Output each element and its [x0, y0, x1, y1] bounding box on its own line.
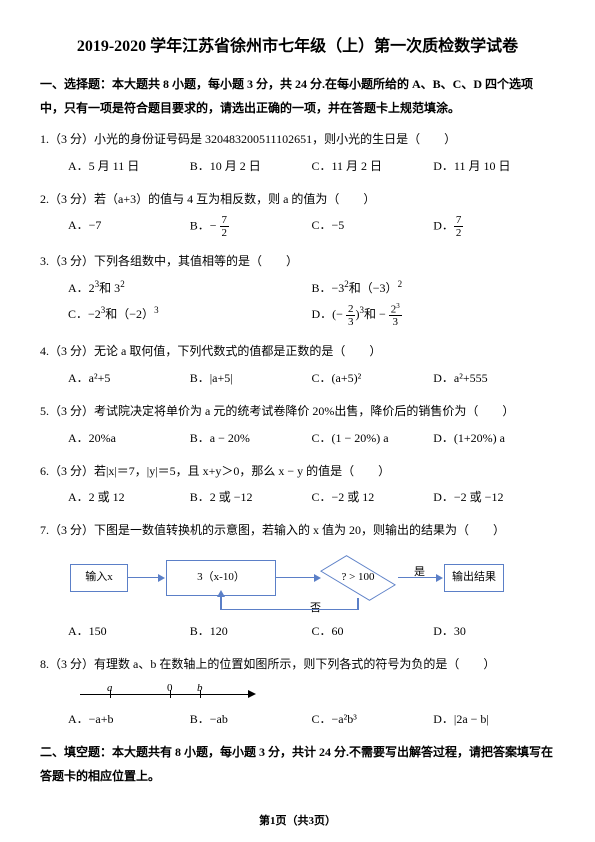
- q1-stem: 1.（3 分）小光的身份证号码是 320483200511102651，则小光的…: [40, 128, 555, 151]
- q2-opt-a: A．−7: [68, 214, 190, 239]
- question-5: 5.（3 分）考试院决定将单价为 a 元的统考试卷降价 20%出售，降价后的销售…: [40, 400, 555, 450]
- q8-stem: 8.（3 分）有理数 a、b 在数轴上的位置如图所示，则下列各式的符号为负的是（…: [40, 653, 555, 676]
- q5-opt-a: A．20%a: [68, 427, 190, 450]
- q7-opt-c: C．60: [312, 620, 434, 643]
- q5-opt-b: B．a − 20%: [190, 427, 312, 450]
- q3-stem: 3.（3 分）下列各组数中，其值相等的是（ ）: [40, 250, 555, 273]
- question-2: 2.（3 分）若（a+3）的值与 4 互为相反数，则 a 的值为（ ） A．−7…: [40, 188, 555, 240]
- q4-opt-a: A．a²+5: [68, 367, 190, 390]
- q6-opt-c: C．−2 或 12: [312, 486, 434, 509]
- q5-opt-c: C．(1 − 20%) a: [312, 427, 434, 450]
- section-1-heading: 一、选择题：本大题共 8 小题，每小题 3 分，共 24 分.在每小题所给的 A…: [40, 72, 555, 120]
- question-6: 6.（3 分）若|x|＝7，|y|＝5，且 x+y＞0，那么 x − y 的值是…: [40, 460, 555, 510]
- q2-stem: 2.（3 分）若（a+3）的值与 4 互为相反数，则 a 的值为（ ）: [40, 188, 555, 211]
- q4-stem: 4.（3 分）无论 a 取何值，下列代数式的值都是正数的是（ ）: [40, 340, 555, 363]
- q3-opt-a: A．23和 32: [68, 276, 312, 300]
- q1-opt-d: D．11 月 10 日: [433, 155, 555, 178]
- q7-stem: 7.（3 分）下图是一数值转换机的示意图，若输入的 x 值为 20，则输出的结果…: [40, 519, 555, 542]
- q3-opt-d: D．(− 23)3和 − 233: [312, 302, 556, 328]
- number-line: a 0 b: [80, 680, 260, 706]
- page-footer: 第1页（共3页）: [0, 812, 595, 828]
- q5-opt-d: D．(1+20%) a: [433, 427, 555, 450]
- q4-opt-d: D．a²+555: [433, 367, 555, 390]
- q8-opt-c: C．−a²b³: [312, 708, 434, 731]
- q7-opt-b: B．120: [190, 620, 312, 643]
- q4-opt-b: B．|a+5|: [190, 367, 312, 390]
- q6-stem: 6.（3 分）若|x|＝7，|y|＝5，且 x+y＞0，那么 x − y 的值是…: [40, 460, 555, 483]
- q5-stem: 5.（3 分）考试院决定将单价为 a 元的统考试卷降价 20%出售，降价后的销售…: [40, 400, 555, 423]
- q7-opt-a: A．150: [68, 620, 190, 643]
- q7-opt-d: D．30: [433, 620, 555, 643]
- question-7: 7.（3 分）下图是一数值转换机的示意图，若输入的 x 值为 20，则输出的结果…: [40, 519, 555, 643]
- q6-opt-a: A．2 或 12: [68, 486, 190, 509]
- q6-opt-d: D．−2 或 −12: [433, 486, 555, 509]
- flow-input-box: 输入x: [70, 564, 128, 592]
- q2-opt-d: D．72: [433, 214, 555, 239]
- page-title: 2019-2020 学年江苏省徐州市七年级（上）第一次质检数学试卷: [40, 32, 555, 56]
- q4-opt-c: C．(a+5)²: [312, 367, 434, 390]
- q8-opt-d: D．|2a − b|: [433, 708, 555, 731]
- q1-opt-c: C．11 月 2 日: [312, 155, 434, 178]
- q3-opt-b: B．−32和（−3）2: [312, 276, 556, 300]
- q2-opt-b: B．− 72: [190, 214, 312, 239]
- section-2-heading: 二、填空题：本大题共有 8 小题，每小题 3 分，共计 24 分.不需要写出解答…: [40, 740, 555, 788]
- q8-opt-a: A．−a+b: [68, 708, 190, 731]
- q1-opt-a: A．5 月 11 日: [68, 155, 190, 178]
- flowchart-diagram: 输入x 3（x-10） ? > 100 是 输出结果 否: [70, 548, 510, 614]
- flow-yes-label: 是: [414, 562, 425, 583]
- question-1: 1.（3 分）小光的身份证号码是 320483200511102651，则小光的…: [40, 128, 555, 178]
- q8-opt-b: B．−ab: [190, 708, 312, 731]
- question-8: 8.（3 分）有理数 a、b 在数轴上的位置如图所示，则下列各式的符号为负的是（…: [40, 653, 555, 731]
- q1-opt-b: B．10 月 2 日: [190, 155, 312, 178]
- q2-opt-c: C．−5: [312, 214, 434, 239]
- question-4: 4.（3 分）无论 a 取何值，下列代数式的值都是正数的是（ ） A．a²+5 …: [40, 340, 555, 390]
- q3-opt-c: C．−23和（−2）3: [68, 302, 312, 328]
- flow-output-box: 输出结果: [444, 564, 504, 592]
- flow-decision: ? > 100: [318, 556, 398, 600]
- q6-opt-b: B．2 或 −12: [190, 486, 312, 509]
- question-3: 3.（3 分）下列各组数中，其值相等的是（ ） A．23和 32 B．−32和（…: [40, 250, 555, 331]
